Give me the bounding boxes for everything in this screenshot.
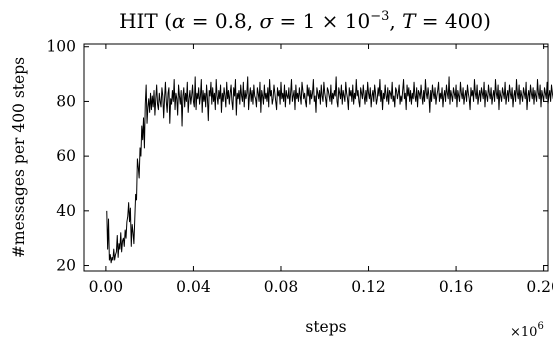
y-tick-label: 80 — [56, 92, 76, 110]
y-tick-label: 100 — [46, 38, 76, 56]
y-tick-label: 60 — [56, 147, 76, 165]
y-tick-label: 20 — [56, 257, 76, 275]
x-axis-label: steps — [305, 318, 346, 336]
x-tick-label: 0.20 — [526, 278, 553, 296]
x-tick-label: 0.08 — [264, 278, 299, 296]
chart-title: HIT (α = 0.8, σ = 1 × 10−3, T = 400) — [119, 9, 491, 33]
y-axis: 20 40 60 80 100 — [46, 38, 548, 275]
x-tick-label: 0.00 — [89, 278, 124, 296]
x-tick-label: 0.16 — [439, 278, 474, 296]
plot-frame — [83, 43, 549, 272]
x-tick-label: 0.04 — [176, 278, 211, 296]
y-axis-label: #messages per 400 steps — [10, 57, 28, 258]
plot-area: 0.00 0.04 0.08 0.12 0.16 0.20 20 40 60 80 100 — [46, 38, 553, 296]
x-axis: 0.00 0.04 0.08 0.12 0.16 0.20 — [89, 44, 553, 296]
series-line — [106, 76, 553, 264]
y-tick-label: 40 — [56, 202, 76, 220]
x-axis-multiplier: ×106 — [510, 321, 544, 340]
x-tick-label: 0.12 — [351, 278, 386, 296]
